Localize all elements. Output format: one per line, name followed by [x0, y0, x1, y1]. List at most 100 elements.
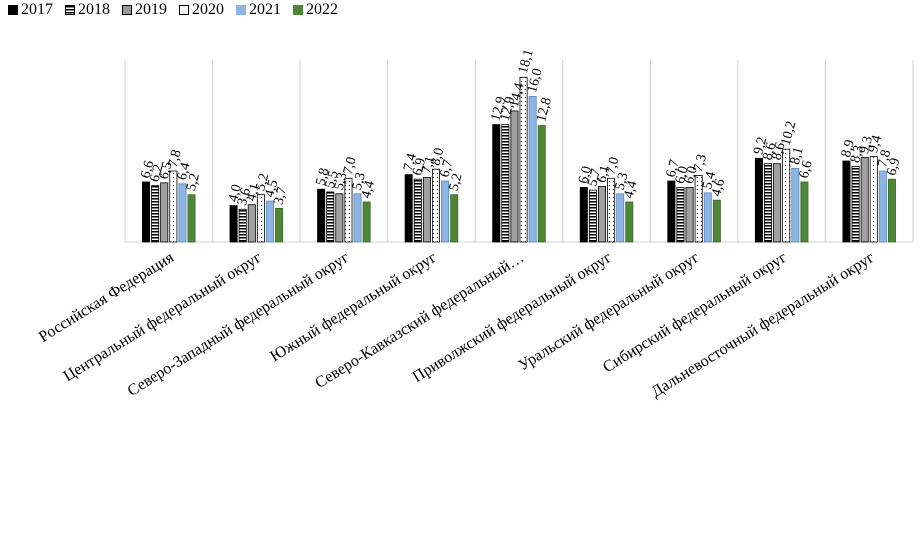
bar-2022 — [887, 178, 896, 243]
value-label: 9,4 — [866, 134, 885, 155]
legend-swatch-2017 — [8, 5, 18, 15]
bar-2020 — [782, 148, 791, 243]
value-label: 6,1 — [594, 164, 613, 185]
bar-2020 — [519, 76, 528, 243]
bar-2017 — [404, 174, 413, 243]
value-label: 6,2 — [148, 163, 167, 184]
legend-swatch-2022 — [293, 5, 303, 15]
bar-2018 — [501, 124, 510, 243]
bar-2019 — [510, 110, 519, 243]
value-label: 4,6 — [709, 177, 728, 198]
value-label: 5,2 — [447, 172, 466, 193]
value-label: 8,6 — [769, 141, 788, 162]
value-label: 4,1 — [244, 182, 263, 203]
value-label: 6,0 — [682, 165, 701, 186]
value-label: 6,7 — [437, 158, 456, 179]
bar-2017 — [317, 188, 326, 243]
value-label: 4,0 — [226, 183, 245, 204]
bar-2020 — [344, 177, 353, 243]
legend-label-2018: 2018 — [78, 1, 110, 18]
bar-2021 — [528, 96, 537, 243]
bar-2017 — [667, 180, 676, 243]
value-label: 5,5 — [323, 169, 342, 190]
legend-item-2020: 2020 — [179, 1, 224, 19]
value-label: 9,3 — [857, 135, 876, 156]
bar-2018 — [764, 163, 773, 243]
legend-item-2018: 2018 — [65, 1, 110, 19]
value-label: 5,2 — [184, 172, 203, 193]
value-label: 6,0 — [576, 165, 595, 186]
bar-2017 — [754, 157, 763, 243]
bar-2022 — [450, 194, 459, 243]
value-label: 7,8 — [875, 148, 894, 169]
bar-2022 — [362, 201, 371, 243]
bar-series — [142, 76, 896, 243]
value-labels: 6,66,26,57,86,45,24,03,64,15,24,53,75,85… — [138, 48, 903, 207]
value-label: 3,7 — [271, 186, 290, 207]
value-label: 6,5 — [157, 160, 176, 181]
bar-2017 — [842, 160, 851, 243]
bar-2018 — [151, 185, 160, 243]
value-label: 14,4 — [507, 81, 528, 109]
value-label: 3,6 — [235, 186, 254, 207]
value-label: 7,3 — [691, 153, 710, 174]
bar-2018 — [588, 189, 597, 243]
bar-2022 — [800, 181, 809, 243]
category-label: Южный федеральный округ — [267, 249, 440, 366]
value-label: 6,7 — [664, 158, 683, 179]
legend-swatch-2019 — [122, 5, 132, 15]
value-label: 6,9 — [410, 156, 429, 177]
legend-swatch-2020 — [179, 5, 189, 15]
value-label: 7,0 — [341, 156, 360, 177]
bar-2020 — [607, 177, 616, 243]
bar-2017 — [229, 205, 238, 243]
value-label: 4,5 — [262, 178, 281, 199]
bar-2017 — [142, 181, 151, 243]
value-label: 9,2 — [751, 136, 770, 157]
value-label: 5,8 — [314, 166, 333, 187]
bar-2022 — [275, 207, 284, 243]
legend: 2017 2018 2019 2020 2021 2022 — [8, 0, 338, 20]
value-label: 6,4 — [175, 161, 194, 182]
bar-2020 — [869, 156, 878, 243]
bar-2019 — [160, 182, 169, 243]
value-label: 6,6 — [138, 159, 157, 180]
bar-2019 — [773, 163, 782, 243]
value-label: 5,3 — [350, 171, 369, 192]
bar-2022 — [625, 201, 634, 243]
bar-2021 — [353, 193, 362, 243]
bar-2021 — [878, 170, 887, 243]
value-label: 7,8 — [166, 148, 185, 169]
bar-2018 — [676, 186, 685, 243]
value-label: 7,1 — [419, 155, 438, 176]
bar-2020 — [169, 170, 178, 243]
bar-2021 — [178, 183, 187, 243]
value-label: 7,0 — [603, 156, 622, 177]
value-label: 5,4 — [700, 170, 719, 191]
bar-2021 — [703, 192, 712, 243]
value-label: 12,9 — [489, 95, 510, 123]
bar-2019 — [685, 186, 694, 243]
category-separators — [124, 60, 914, 242]
bar-2018 — [851, 166, 860, 243]
bar-2022 — [187, 194, 196, 243]
bar-2020 — [694, 175, 703, 243]
value-label: 8,3 — [848, 144, 867, 165]
value-label: 5,3 — [332, 171, 351, 192]
legend-item-2017: 2017 — [8, 1, 53, 19]
bar-2018 — [413, 178, 422, 243]
value-label: 8,9 — [839, 138, 858, 159]
legend-item-2019: 2019 — [122, 1, 167, 19]
value-label: 12,9 — [498, 95, 519, 123]
bar-2018 — [238, 208, 247, 243]
bar-2019 — [335, 193, 344, 243]
bar-2022 — [537, 125, 546, 243]
legend-label-2021: 2021 — [249, 1, 281, 18]
bar-2019 — [860, 156, 869, 243]
value-label: 12,8 — [534, 96, 555, 124]
legend-label-2022: 2022 — [306, 1, 338, 18]
legend-label-2019: 2019 — [135, 1, 167, 18]
bar-2019 — [598, 186, 607, 243]
